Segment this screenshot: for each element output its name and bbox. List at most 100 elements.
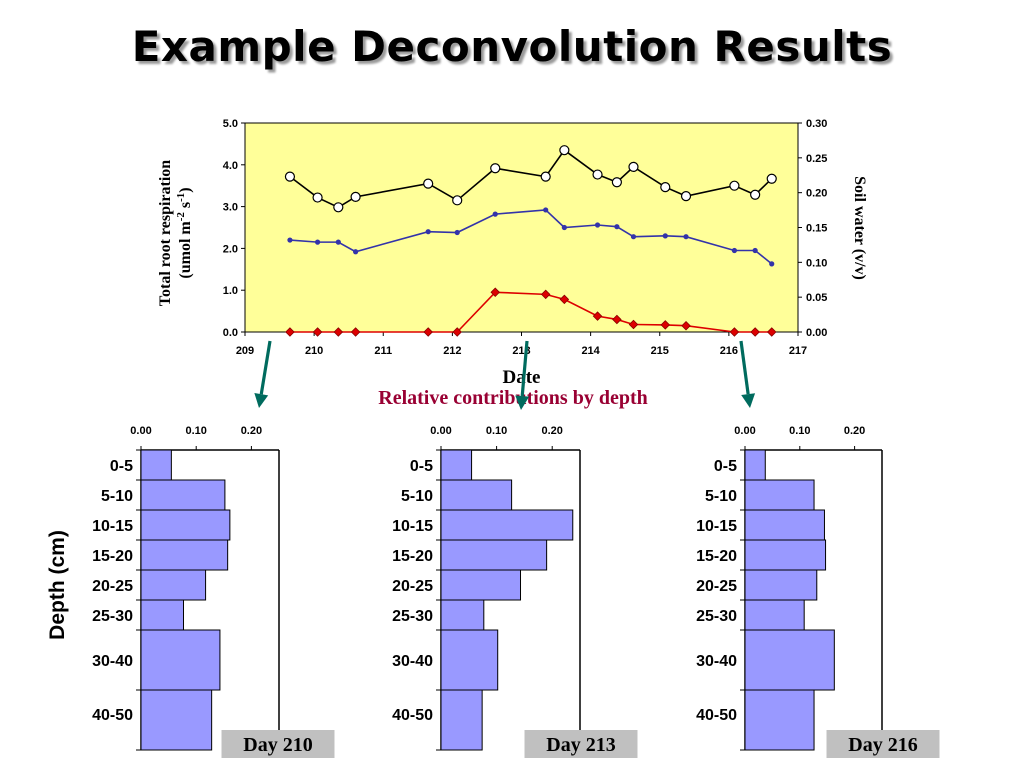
- deconvolved-point: [766, 327, 777, 337]
- pointer-arrow-shaft: [520, 340, 529, 397]
- x-tick-label: 210: [305, 345, 323, 357]
- depth-bar: [440, 689, 483, 751]
- x-tick-label: 211: [374, 345, 392, 357]
- depth-label: 20-25: [696, 578, 737, 595]
- deconvolved-point: [333, 327, 344, 337]
- x-tick-label: 212: [443, 345, 461, 357]
- y2-tick-label: 0.05: [806, 292, 827, 304]
- y2-axis-title: Soil water (v/v): [851, 176, 868, 280]
- root-respiration-point: [630, 234, 637, 240]
- depth-bar: [744, 479, 815, 511]
- deconvolved-point: [729, 327, 740, 337]
- day-label-box: [221, 730, 335, 758]
- y-tick-label: 4.0: [223, 160, 238, 172]
- depth-label: 15-20: [392, 548, 433, 565]
- depth-bar: [140, 539, 229, 571]
- depth-bar: [440, 509, 574, 541]
- y-axis-title-part: ): [177, 187, 194, 192]
- top-tick-label: 0.10: [185, 425, 206, 437]
- soil-water-point: [333, 202, 344, 213]
- depth-bar: [744, 539, 827, 571]
- root-respiration-point: [683, 234, 689, 240]
- soil-water-point: [284, 171, 296, 182]
- x-tick-label: 214: [581, 345, 600, 357]
- deconvolved-point: [490, 287, 500, 298]
- depth-bar: [744, 629, 835, 691]
- root-respiration-point: [594, 222, 601, 228]
- depth-bar: [140, 689, 213, 751]
- x-tick-label: 217: [789, 345, 807, 357]
- root-respiration-point: [662, 233, 668, 239]
- y-tick-label: 2.0: [223, 243, 238, 255]
- soil-water-point: [540, 171, 551, 182]
- top-tick-label: 0.20: [844, 425, 865, 437]
- root-respiration-point: [425, 229, 431, 235]
- root-respiration-point: [335, 239, 341, 245]
- soil-water-point: [611, 177, 622, 188]
- x-tick-label: 216: [720, 345, 738, 357]
- soil-water-point: [559, 145, 570, 156]
- day-label-box: [826, 730, 940, 758]
- root-respiration-point: [561, 224, 567, 231]
- y2-tick-label: 0.00: [806, 327, 827, 339]
- depth-label: 0-5: [714, 458, 737, 475]
- deconvolved-point: [350, 327, 361, 337]
- soil-water-point: [490, 163, 501, 174]
- depth-axis-title: Depth (cm): [46, 530, 69, 640]
- depth-label: 0-5: [410, 458, 433, 475]
- soil-water-point: [750, 189, 761, 200]
- depth-bar: [140, 509, 231, 541]
- subtitle: Relative contributions by depth: [378, 387, 647, 409]
- y-axis-title-line1: Total root respiration: [157, 160, 174, 306]
- depth-bar: [140, 479, 226, 511]
- depth-bar: [140, 599, 185, 631]
- depth-label: 40-50: [392, 707, 433, 724]
- depth-label: 40-50: [696, 707, 737, 724]
- top-tick-label: 0.00: [734, 425, 755, 437]
- soil-water-point: [729, 180, 740, 191]
- soil-water-point: [592, 169, 603, 180]
- depth-label: 10-15: [696, 518, 737, 535]
- deconvolved-point: [540, 289, 551, 300]
- pointer-arrow-shaft: [739, 340, 750, 395]
- y-axis-title: Total root respiration (umol m-2 s-1): [157, 160, 194, 306]
- y-tick-label: 1.0: [223, 285, 238, 297]
- x-tick-label: 209: [236, 345, 254, 357]
- y-axis-title-part: -2: [175, 212, 187, 222]
- top-tick-label: 0.00: [130, 425, 151, 437]
- depth-bar: [140, 569, 207, 601]
- y2-tick-label: 0.10: [806, 257, 827, 269]
- deconvolved-point: [750, 327, 760, 337]
- y-tick-label: 5.0: [223, 118, 238, 130]
- depth-label: 0-5: [110, 458, 133, 475]
- day-label-box: [524, 730, 638, 758]
- y-axis-title-part: -1: [175, 193, 187, 202]
- pointer-arrow-head: [515, 395, 530, 410]
- day-label: Day 213: [546, 734, 615, 756]
- deconvolved-point: [592, 311, 603, 321]
- plot-area: [244, 122, 799, 333]
- depth-label: 40-50: [92, 707, 133, 724]
- depth-label: 25-30: [696, 608, 737, 625]
- depth-bar: [744, 599, 805, 631]
- root-respiration-point: [492, 211, 498, 217]
- depth-bar: [440, 479, 513, 511]
- deconvolved-point: [559, 294, 570, 305]
- soil-water-point: [628, 161, 639, 172]
- depth-label: 15-20: [696, 548, 737, 565]
- root-respiration-point: [543, 207, 549, 213]
- depth-bar: [440, 539, 548, 571]
- root-respiration-point: [614, 224, 620, 230]
- y2-tick-label: 0.15: [806, 223, 827, 235]
- depth-profile-3: 0.00 0.10 0.20 0-5 5-10 10-15 15-20 20-25 25-30 3…: [696, 425, 940, 758]
- root-respiration-point: [752, 247, 758, 254]
- deconvolved-point: [681, 320, 691, 331]
- soil-water-point: [766, 173, 777, 184]
- depth-bar: [440, 449, 473, 481]
- depth-bar: [440, 629, 499, 691]
- y-tick-label: 3.0: [223, 202, 238, 214]
- top-tick-label: 0.10: [789, 425, 810, 437]
- depth-label: 25-30: [392, 608, 433, 625]
- soil-water-point: [680, 191, 692, 202]
